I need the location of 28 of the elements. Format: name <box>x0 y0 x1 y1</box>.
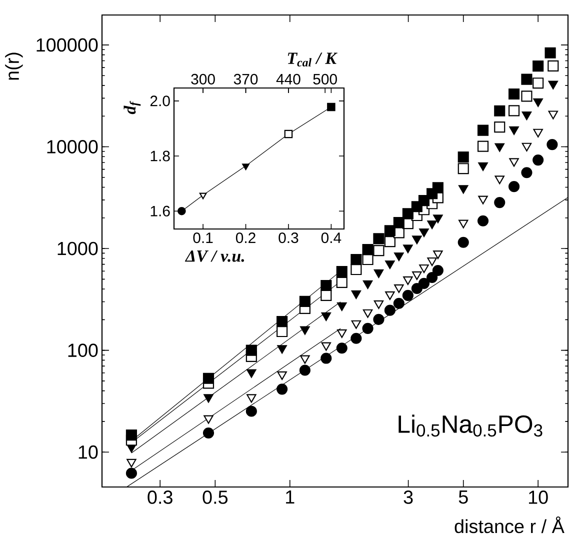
annotation: Li$_{0.5}$Na$_{0.5}$PO$_{3}$ <box>398 414 542 437</box>
x2-tick-label: 300 <box>191 74 215 84</box>
y-tick-label: 2.0 <box>150 96 170 106</box>
y-axis-title: d$_{f}$ <box>124 100 141 114</box>
x-tick-label: 0.2 <box>236 232 256 244</box>
y-tick-label: 1.8 <box>150 150 170 162</box>
x-tick-label: 0.4 <box>321 232 342 244</box>
y-axis-title: n(r) <box>5 52 23 80</box>
y-tick-label: 1000 <box>58 242 98 256</box>
x2-tick-label: 370 <box>234 74 258 84</box>
x-tick-label: 0.1 <box>193 232 213 244</box>
x-tick-label: 5 <box>458 490 468 504</box>
y-tick-label: 100000 <box>36 38 98 52</box>
x2-tick-label: 440 <box>276 74 300 84</box>
y-tick-label: 100 <box>68 344 98 358</box>
x-axis-title: distance r / Å <box>454 516 564 534</box>
x-tick-label: 0.3 <box>278 232 298 244</box>
x-tick-label: 0.5 <box>202 490 228 504</box>
x-axis-title: ΔV / v.u. <box>184 250 244 262</box>
x-tick-label: 0.3 <box>148 490 172 504</box>
y-tick-label: 1.6 <box>150 206 170 216</box>
x-tick-label: 10 <box>528 490 548 504</box>
y-tick-label: 10 <box>78 445 98 459</box>
x2-tick-label: 500 <box>313 74 337 84</box>
y-tick-label: 10000 <box>47 140 98 154</box>
x-tick-label: 1 <box>286 490 294 504</box>
x-tick-label: 3 <box>404 490 413 504</box>
x2-axis-title: T$_{cal}$ / K <box>288 52 338 67</box>
